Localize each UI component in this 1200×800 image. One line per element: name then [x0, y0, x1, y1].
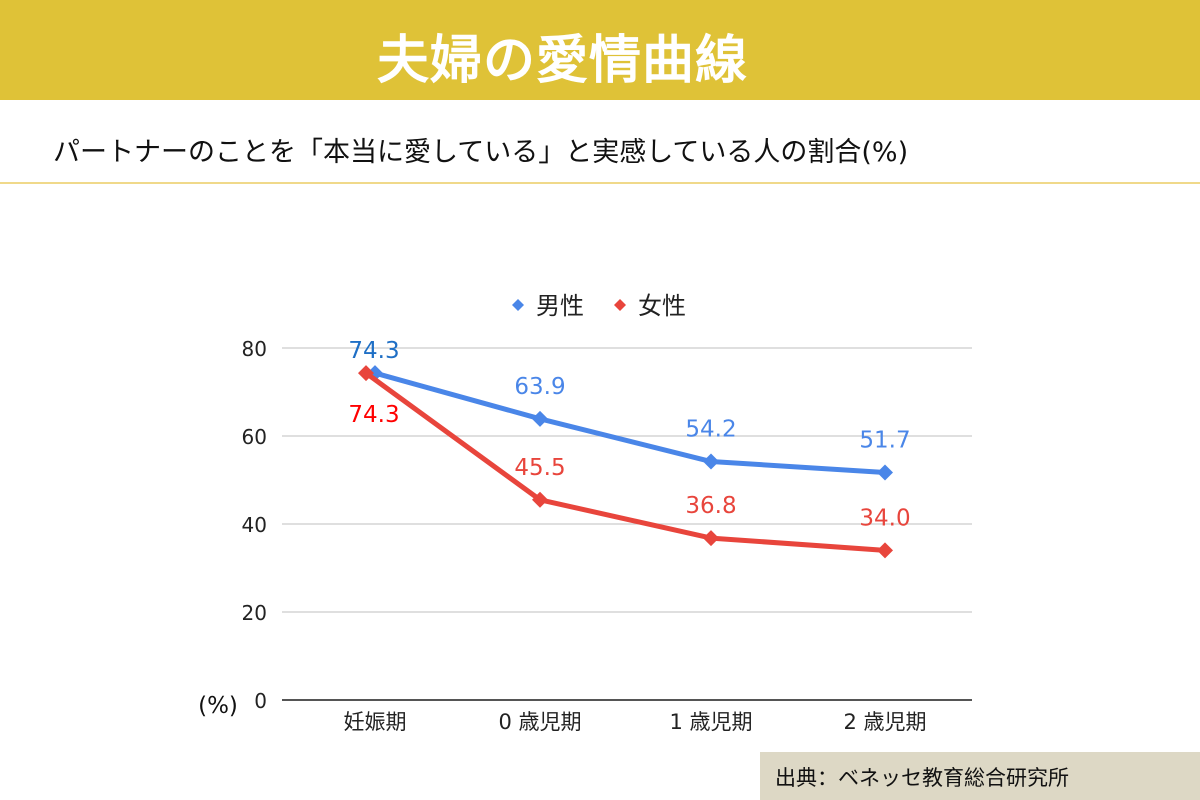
- series-lines: 74.3 63.9 54.2 51.7 74.3 45.5 36.8 34.0: [348, 338, 911, 559]
- y-axis-ticks: 0 20 40 60 80: [242, 337, 267, 713]
- y-tick-label: 20: [242, 601, 267, 625]
- data-label: 51.7: [859, 428, 910, 454]
- x-tick-label: 1 歳児期: [669, 710, 752, 734]
- legend-marker-icon: [512, 299, 524, 311]
- data-point-marker: [703, 530, 719, 547]
- y-tick-label: 80: [242, 337, 267, 361]
- x-tick-label: 2 歳児期: [843, 710, 926, 734]
- page-title: 夫婦の愛情曲線: [376, 31, 748, 91]
- data-label: 34.0: [859, 505, 910, 531]
- series-male: 74.3 63.9 54.2 51.7: [348, 338, 911, 481]
- y-axis-label: (%): [198, 693, 238, 719]
- series-line: [374, 370, 886, 476]
- data-label: 74.3: [348, 338, 399, 364]
- legend-label: 男性: [536, 292, 584, 320]
- data-label: 54.2: [685, 417, 736, 443]
- data-point-marker: [532, 491, 548, 508]
- data-label: 63.9: [514, 374, 565, 400]
- data-point-marker: [358, 365, 374, 382]
- y-tick-label: 40: [242, 513, 267, 537]
- data-point-marker: [877, 542, 893, 559]
- data-point-marker: [877, 464, 893, 481]
- title-banner: 夫婦の愛情曲線: [0, 0, 1200, 100]
- legend-label: 女性: [638, 292, 686, 320]
- y-tick-label: 60: [242, 425, 267, 449]
- data-point-marker: [532, 410, 548, 427]
- chart-subtitle: パートナーのことを「本当に愛している」と実感している人の割合(%): [53, 137, 909, 168]
- data-label: 36.8: [685, 493, 736, 519]
- x-axis-ticks: 妊娠期 0 歳児期 1 歳児期 2 歳児期: [344, 710, 927, 734]
- legend-marker-icon: [614, 299, 626, 311]
- divider: [0, 182, 1200, 184]
- series-female: 74.3 45.5 36.8 34.0: [348, 365, 911, 559]
- x-tick-label: 妊娠期: [344, 710, 407, 734]
- y-tick-label: 0: [254, 689, 267, 713]
- source-box: 出典：ベネッセ教育総合研究所: [760, 752, 1200, 800]
- legend: 男性 女性: [512, 292, 686, 320]
- gridlines: [282, 347, 972, 701]
- x-tick-label: 0 歳児期: [498, 710, 581, 734]
- data-point-marker: [703, 453, 719, 470]
- series-line: [364, 371, 886, 553]
- data-label: 45.5: [514, 455, 565, 481]
- data-label: 74.3: [348, 402, 399, 428]
- source-citation: 出典：ベネッセ教育総合研究所: [775, 766, 1069, 790]
